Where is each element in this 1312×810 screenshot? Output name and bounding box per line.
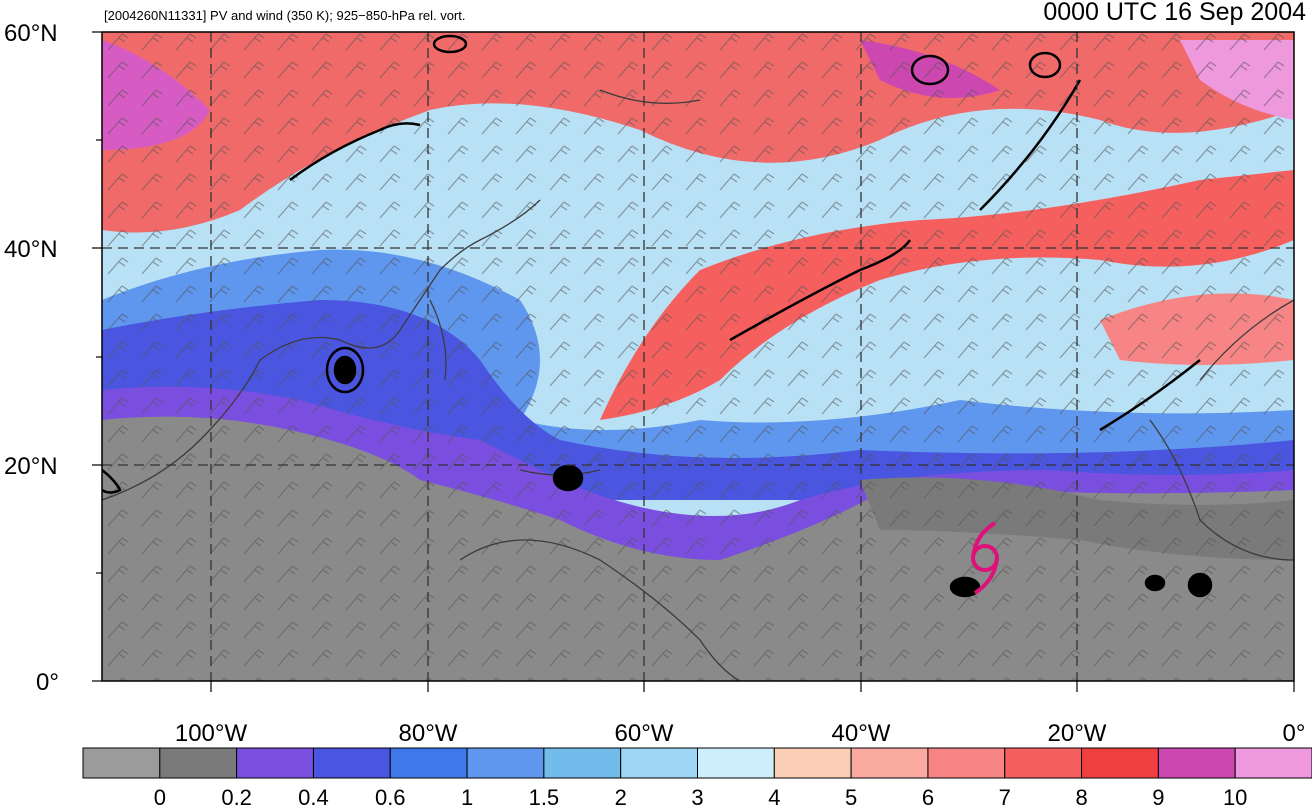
colorbar: 0 0.2 0.4 0.6 1 1.5 2 3 4 5 6 7 8 9 10 [82, 747, 1312, 810]
colorbar-swatch [82, 747, 161, 779]
lon-label-40w: 40°W [832, 720, 891, 747]
colorbar-tick-label: 3 [691, 785, 703, 810]
vorticity-contours [102, 34, 1213, 598]
colorbar-swatch [927, 747, 1006, 779]
colorbar-swatch [620, 747, 698, 779]
colorbar-tick-label: 0 [154, 785, 166, 810]
lon-label-100w: 100°W [175, 720, 248, 747]
colorbar-swatch [1004, 747, 1083, 779]
map-title: [2004260N11331] PV and wind (350 K); 925… [104, 8, 466, 23]
colorbar-tick-label: 4 [768, 785, 780, 810]
coastlines [102, 89, 1294, 681]
colorbar-tick-label: 1.5 [529, 785, 560, 810]
colorbar-tick-label: 10 [1223, 785, 1247, 810]
lat-label-40n: 40°N [4, 236, 58, 263]
wind-barbs [102, 32, 1294, 681]
colorbar-tick-label: 9 [1152, 785, 1164, 810]
colorbar-swatch [1081, 747, 1159, 779]
lat-label-20n: 20°N [4, 453, 58, 480]
colorbar-swatch [466, 747, 545, 779]
colorbar-swatch [159, 747, 238, 779]
lon-label-80w: 80°W [399, 720, 458, 747]
colorbar-tick-label: 5 [845, 785, 857, 810]
colorbar-tick-label: 2 [615, 785, 627, 810]
colorbar-swatch [543, 747, 622, 779]
lon-label-20w: 20°W [1048, 720, 1107, 747]
colorbar-tick-label: 6 [922, 785, 934, 810]
colorbar-tick-label: 1 [461, 785, 473, 810]
colorbar-tick-label: 0.4 [298, 785, 329, 810]
graticule [102, 32, 1294, 681]
colorbar-swatch [1157, 747, 1236, 779]
colorbar-tick-label: 0.6 [375, 785, 406, 810]
lat-label-0: 0° [36, 669, 59, 696]
lon-label-60w: 60°W [615, 720, 674, 747]
tropical-storm-symbol [971, 521, 999, 595]
colorbar-swatch [850, 747, 929, 779]
colorbar-tick-label: 7 [999, 785, 1011, 810]
colorbar-swatch [773, 747, 852, 779]
colorbar-tick-label: 8 [1075, 785, 1087, 810]
colorbar-swatch [236, 747, 314, 779]
lon-label-0: 0° [1283, 720, 1306, 747]
colorbar-swatch [697, 747, 775, 779]
colorbar-swatch [312, 747, 391, 779]
map-field [102, 32, 1294, 681]
colorbar-swatch [389, 747, 468, 779]
axis-ticks [92, 31, 1295, 692]
valid-time: 0000 UTC 16 Sep 2004 [1043, 0, 1306, 26]
colorbar-tick-label: 0.2 [221, 785, 252, 810]
lat-label-60n: 60°N [4, 20, 58, 47]
colorbar-swatch [1234, 747, 1312, 779]
